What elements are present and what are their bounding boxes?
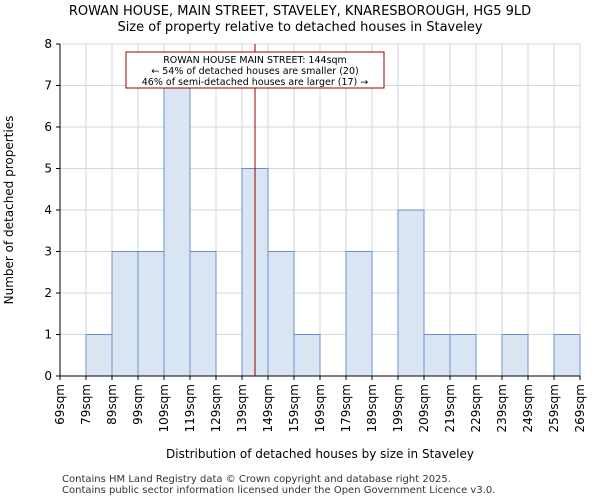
histogram-bar xyxy=(423,334,451,377)
histogram-bar xyxy=(449,334,477,377)
x-tick-label: 99sqm xyxy=(131,384,145,425)
histogram-bar xyxy=(501,334,529,377)
x-tick-label: 199sqm xyxy=(391,384,405,432)
x-tick-label: 79sqm xyxy=(79,384,93,425)
histogram-bar xyxy=(293,334,321,377)
histogram-bar xyxy=(137,251,165,377)
histogram-bar xyxy=(267,251,295,377)
x-axis-label: Distribution of detached houses by size … xyxy=(166,447,474,461)
y-tick-label: 8 xyxy=(44,37,52,51)
x-tick-label: 69sqm xyxy=(53,384,67,425)
y-tick-label: 5 xyxy=(44,162,52,176)
y-tick-label: 6 xyxy=(44,120,52,134)
footer-line-1: Contains HM Land Registry data © Crown c… xyxy=(62,474,451,485)
x-tick-label: 139sqm xyxy=(235,384,249,432)
histogram-bar xyxy=(397,209,425,377)
y-tick-label: 2 xyxy=(44,286,52,300)
x-tick-label: 249sqm xyxy=(521,384,535,432)
chart-subtitle: Size of property relative to detached ho… xyxy=(117,20,483,35)
histogram-bar xyxy=(85,334,113,377)
annotation-line-1: ROWAN HOUSE MAIN STREET: 144sqm xyxy=(163,55,347,66)
histogram-bar xyxy=(553,334,581,377)
x-tick-label: 149sqm xyxy=(261,384,275,432)
y-tick-label: 7 xyxy=(44,79,52,93)
histogram-bar xyxy=(345,251,373,377)
y-tick-label: 1 xyxy=(44,328,52,342)
x-tick-label: 129sqm xyxy=(209,384,223,432)
annotation-line-3: 46% of semi-detached houses are larger (… xyxy=(142,77,369,88)
x-tick-label: 259sqm xyxy=(547,384,561,432)
y-tick-label: 4 xyxy=(44,203,52,217)
x-tick-label: 209sqm xyxy=(417,384,431,432)
annotation-box xyxy=(125,51,385,89)
y-tick-label: 0 xyxy=(44,369,52,383)
y-tick-label: 3 xyxy=(44,245,52,259)
x-tick-label: 169sqm xyxy=(313,384,327,432)
x-tick-label: 159sqm xyxy=(287,384,301,432)
histogram-bar xyxy=(163,85,191,377)
x-tick-label: 109sqm xyxy=(157,384,171,432)
x-tick-label: 189sqm xyxy=(365,384,379,432)
x-tick-label: 269sqm xyxy=(573,384,587,432)
annotation-line-2: ← 54% of detached houses are smaller (20… xyxy=(151,66,358,77)
chart-title: ROWAN HOUSE, MAIN STREET, STAVELEY, KNAR… xyxy=(68,4,532,19)
x-tick-label: 219sqm xyxy=(443,384,457,432)
x-tick-label: 229sqm xyxy=(469,384,483,432)
x-tick-label: 119sqm xyxy=(183,384,197,432)
x-tick-label: 239sqm xyxy=(495,384,509,432)
histogram-bar xyxy=(189,251,217,377)
x-tick-label: 89sqm xyxy=(105,384,119,425)
footer-line-2: Contains public sector information licen… xyxy=(62,485,496,496)
y-axis-label: Number of detached properties xyxy=(2,116,16,305)
x-tick-label: 179sqm xyxy=(339,384,353,432)
histogram-bar xyxy=(111,251,139,377)
